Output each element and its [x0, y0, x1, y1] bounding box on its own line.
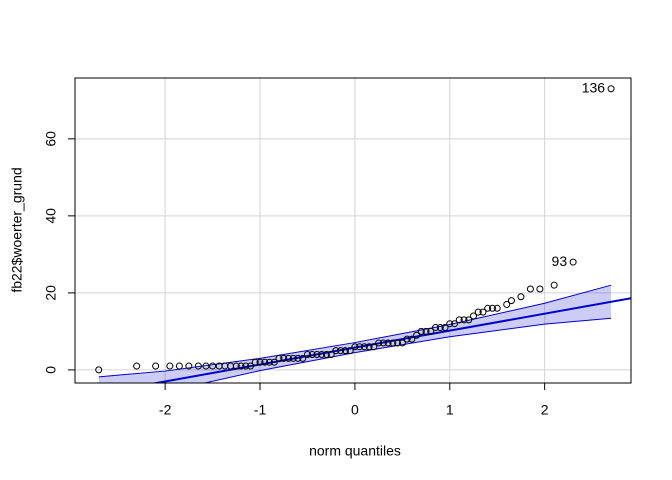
data-point: [389, 339, 397, 347]
y-tick-label: 0: [43, 366, 59, 374]
data-point: [237, 362, 245, 370]
data-point: [194, 362, 202, 370]
data-point: [479, 308, 487, 316]
data-point: [337, 347, 345, 355]
data-point: [284, 354, 292, 362]
data-point: [432, 324, 440, 332]
data-point: [493, 304, 501, 312]
data-point: [455, 316, 463, 324]
data-point: [152, 362, 160, 370]
data-point: [242, 362, 250, 370]
data-point: [294, 354, 302, 362]
data-point: [133, 362, 141, 370]
data-point: [375, 339, 383, 347]
confidence-band: [98, 285, 612, 383]
data-point: [356, 343, 364, 351]
data-point: [403, 335, 411, 343]
data-point: [422, 327, 430, 335]
x-tick-label: -2: [159, 402, 172, 418]
reference-line: [150, 297, 631, 383]
data-point: [394, 339, 402, 347]
x-tick-label: 2: [541, 402, 549, 418]
data-point: [607, 85, 615, 93]
data-point: [427, 327, 435, 335]
data-point: [289, 354, 297, 362]
data-point: [488, 304, 496, 312]
data-point: [247, 362, 255, 370]
data-point: [436, 324, 444, 332]
data-point: [398, 339, 406, 347]
data-point: [166, 362, 174, 370]
data-point: [413, 331, 421, 339]
data-point: [446, 320, 454, 328]
data-point: [465, 316, 473, 324]
data-point: [484, 304, 492, 312]
data-point: [202, 362, 210, 370]
data-point: [322, 351, 330, 359]
point-label: 136: [582, 79, 606, 95]
data-point: [526, 285, 534, 293]
data-point: [346, 347, 354, 355]
data-point: [451, 320, 459, 328]
data-point: [251, 358, 259, 366]
band-upper: [98, 284, 612, 378]
data-point: [327, 351, 335, 359]
data-point: [332, 347, 340, 355]
data-point: [441, 324, 449, 332]
data-point: [469, 312, 477, 320]
data-point: [270, 358, 278, 366]
data-point: [318, 351, 326, 359]
plot-region: [95, 85, 631, 383]
point-label: 93: [552, 253, 568, 269]
data-point: [261, 358, 269, 366]
data-point: [175, 362, 183, 370]
data-point: [536, 285, 544, 293]
data-point: [384, 339, 392, 347]
x-axis-label: norm quantiles: [309, 443, 401, 459]
data-point: [503, 300, 511, 308]
data-point: [351, 343, 359, 351]
data-point: [275, 354, 283, 362]
data-point: [209, 362, 217, 370]
x-tick-label: 0: [351, 402, 359, 418]
x-tick-label: -1: [254, 402, 267, 418]
data-point: [280, 354, 288, 362]
x-tick-label: 1: [446, 402, 454, 418]
y-tick-label: 60: [43, 131, 59, 147]
data-point: [95, 366, 103, 374]
plot-frame: [74, 77, 632, 384]
data-point: [460, 316, 468, 324]
data-point: [308, 351, 316, 359]
data-point: [517, 293, 525, 301]
data-point: [256, 358, 264, 366]
data-point: [266, 358, 274, 366]
data-point: [299, 354, 307, 362]
data-point: [379, 339, 387, 347]
data-point: [185, 362, 193, 370]
data-point: [417, 327, 425, 335]
data-point: [232, 362, 240, 370]
data-point: [550, 281, 558, 289]
data-point: [474, 308, 482, 316]
data-point: [370, 343, 378, 351]
data-point: [341, 347, 349, 355]
data-point: [507, 297, 515, 305]
y-tick-label: 20: [43, 285, 59, 301]
data-point: [303, 351, 311, 359]
band-lower: [202, 317, 612, 383]
data-point: [365, 343, 373, 351]
y-axis-label: fb22$woerter_grund: [9, 167, 25, 292]
data-point: [408, 335, 416, 343]
data-point: [569, 258, 577, 266]
y-tick-label: 40: [43, 208, 59, 224]
data-point: [360, 343, 368, 351]
data-point: [313, 351, 321, 359]
